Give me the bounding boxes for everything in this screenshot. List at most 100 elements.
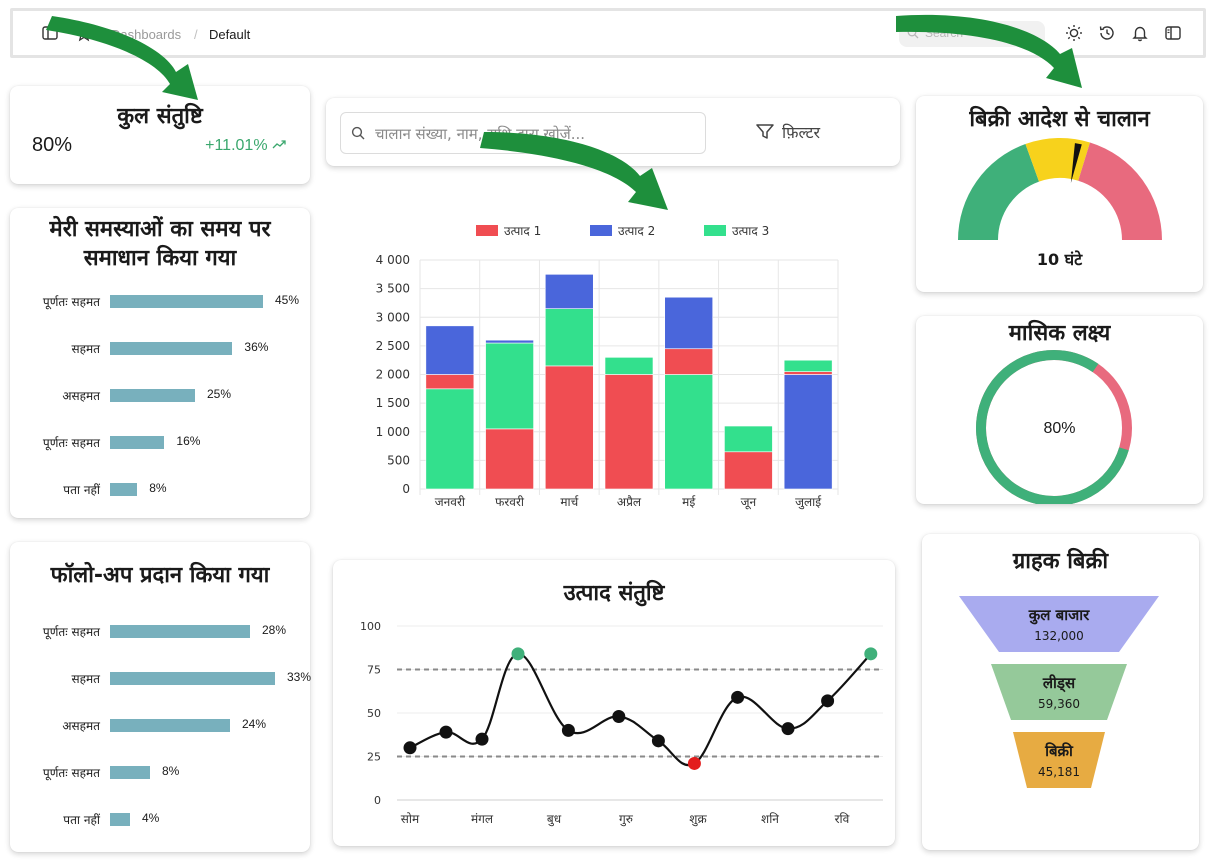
y-tick-label: 3 000	[376, 310, 410, 324]
data-point[interactable]	[439, 725, 453, 739]
bar-segment-1[interactable]	[724, 451, 773, 490]
arrow-to-chart-icon	[480, 132, 668, 210]
product-satisfaction-card: उत्पाद संतुष्टि 0 25 50 75 100 सोम मंगल बुध गुरु…	[333, 560, 895, 846]
gauge-needle	[1070, 143, 1082, 184]
data-point[interactable]	[781, 722, 795, 736]
bar-segment-2[interactable]	[544, 274, 594, 309]
data-point[interactable]	[731, 690, 745, 704]
bar-row-percent: 45%	[275, 293, 300, 307]
monthly-target-value: 80%	[1043, 420, 1076, 437]
product-satisfaction-line-chart: 0 25 50 75 100 सोम मंगल बुध गुरु शुक्र शनि रवि	[360, 620, 883, 827]
bar-segment-1[interactable]	[604, 374, 654, 490]
bar-segment-3[interactable]	[604, 357, 654, 375]
x-tick-label: जून	[741, 495, 757, 510]
bar-segment-3[interactable]	[783, 359, 833, 372]
y-tick-label: 2 500	[376, 339, 410, 353]
bar-row-label: पता नहीं	[63, 483, 100, 497]
bar-row-bar	[110, 766, 150, 779]
bar-segment-2[interactable]	[783, 374, 833, 490]
data-point-high[interactable]	[864, 647, 878, 661]
y-tick-label: 0	[374, 794, 381, 807]
y-tick-label: 75	[367, 664, 381, 677]
panel-toggle-icon[interactable]	[1164, 24, 1182, 42]
bar-segment-3[interactable]	[544, 308, 594, 367]
y-tick-label: 100	[360, 620, 381, 633]
issues-resolved-title-2: समाधान किया गया	[83, 246, 237, 271]
monthly-target-card: मासिक लक्ष्य 80%	[916, 316, 1203, 504]
data-point-low[interactable]	[687, 756, 701, 770]
customer-sales-funnel: कुल बाजार 132,000 लीड्स 59,360 बिक्री 45,181	[959, 596, 1159, 788]
bar-segment-1[interactable]	[664, 348, 714, 375]
y-tick-label: 4 000	[376, 253, 410, 267]
funnel-stage[interactable]	[1013, 732, 1105, 788]
funnel-stage[interactable]	[959, 596, 1159, 652]
x-tick-label: मंगल	[471, 812, 494, 826]
bar-row-label: सहमत	[71, 672, 100, 686]
bar-segment-3[interactable]	[485, 342, 534, 430]
arrow-to-gauge-icon	[896, 14, 1082, 88]
bar-row-percent: 28%	[262, 623, 287, 637]
bar-row-bar	[110, 389, 195, 402]
bar-row: असहमत 24%	[10, 714, 310, 736]
breadcrumb-current: Default	[209, 27, 251, 42]
bar-segment-1[interactable]	[544, 365, 594, 490]
bar-row-bar	[110, 342, 233, 355]
bar-segment-3[interactable]	[664, 374, 714, 490]
bar-segment-1[interactable]	[485, 428, 534, 490]
bar-segment-3[interactable]	[724, 425, 773, 453]
x-tick-label: मार्च	[560, 495, 579, 509]
bar-row: पता नहीं 8%	[10, 478, 310, 500]
y-tick-label: 25	[367, 751, 381, 764]
bar-segment-2[interactable]	[485, 339, 534, 344]
funnel-stage-name: बिक्री	[1044, 742, 1074, 760]
issues-resolved-title-1: मेरी समस्याओं का समय पर	[49, 217, 271, 242]
order-to-invoice-gauge	[958, 138, 1162, 240]
funnel-stage[interactable]	[991, 664, 1127, 720]
legend-label: उत्पाद 1	[504, 224, 541, 238]
bar-row: पूर्णतः सहमत 16%	[10, 431, 310, 453]
invoice-search-card: चालान संख्या, नाम, राशि द्वारा खोजें... …	[326, 98, 900, 166]
data-point[interactable]	[821, 694, 835, 708]
bar-row-percent: 25%	[207, 387, 232, 401]
breadcrumb-separator: /	[194, 27, 198, 42]
issues-resolved-card: मेरी समस्याओं का समय पर समाधान किया गया …	[10, 208, 310, 518]
bar-row-label: सहमत	[71, 342, 100, 356]
funnel-stage-value: 45,181	[1038, 765, 1080, 779]
data-point[interactable]	[612, 709, 626, 723]
bar-row-label: असहमत	[62, 719, 100, 733]
legend-swatch	[476, 225, 498, 236]
data-point[interactable]	[561, 723, 575, 737]
data-point[interactable]	[403, 741, 417, 755]
bar-segment-2[interactable]	[664, 296, 714, 350]
data-point[interactable]	[475, 732, 489, 746]
trend-up-icon	[272, 140, 286, 149]
monthly-product-bar-chart: 0 500 1 000 1 500 2 000 2 500 3 000 3 500 4 000 ज…	[376, 224, 839, 510]
bar-row-label: पूर्णतः सहमत	[42, 295, 100, 309]
x-tick-label: शुक्र	[689, 812, 707, 827]
data-point[interactable]	[651, 734, 665, 748]
bar-row-bar	[110, 295, 263, 308]
x-tick-label: जुलाई	[795, 495, 822, 510]
bar-row: सहमत 33%	[10, 667, 311, 689]
bar-row-percent: 4%	[142, 811, 160, 825]
gauge-segment-high	[1078, 142, 1162, 240]
monthly-target-donut	[976, 350, 1132, 504]
search-icon	[351, 126, 365, 140]
bar-row-bar	[110, 719, 230, 732]
bell-icon[interactable]	[1131, 24, 1149, 42]
bar-row-label: पूर्णतः सहमत	[42, 625, 100, 639]
data-point-high[interactable]	[511, 647, 525, 661]
history-icon[interactable]	[1098, 24, 1116, 42]
order-to-invoice-title: बिक्री आदेश से चालान	[969, 107, 1150, 132]
monthly-target-title: मासिक लक्ष्य	[1008, 321, 1111, 346]
bar-segment-3[interactable]	[425, 388, 475, 490]
bar-segment-2[interactable]	[425, 325, 475, 375]
y-tick-label: 1 500	[376, 396, 410, 410]
bar-row-percent: 16%	[176, 434, 201, 448]
theme-sun-icon[interactable]	[1065, 24, 1083, 42]
y-tick-label: 3 500	[376, 282, 410, 296]
bar-row: असहमत 25%	[10, 384, 310, 406]
total-satisfaction-title: कुल संतुष्टि	[117, 104, 203, 129]
funnel-stage-value: 132,000	[1034, 629, 1084, 643]
